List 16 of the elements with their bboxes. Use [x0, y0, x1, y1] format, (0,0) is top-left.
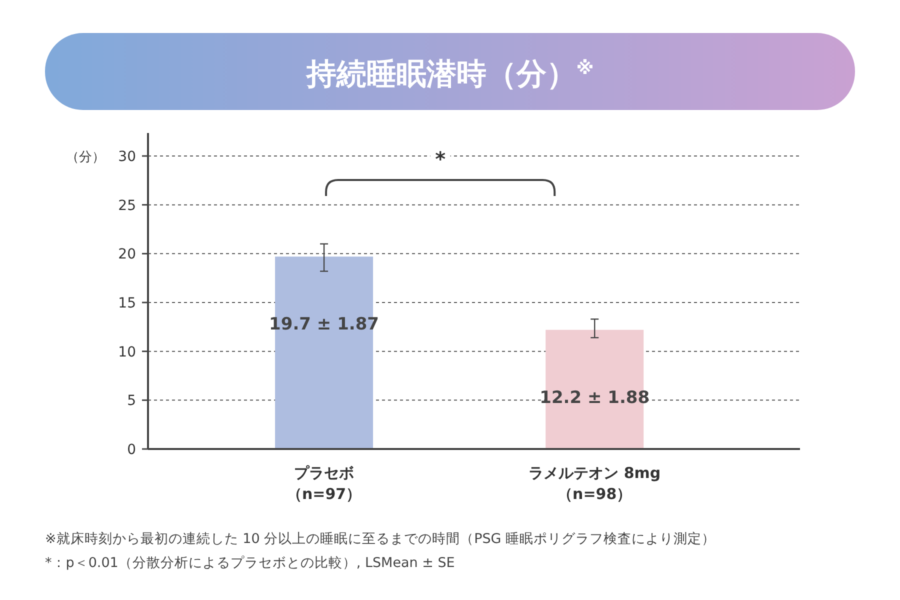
- chart-title: 持続睡眠潜時（分）$^{※}$: [305, 57, 594, 92]
- text: ※就床時刻から最初の連続した 10 分以上の睡眠に至るまでの時間（PSG 睡眠ポリグラフ検査により測定）: [45, 531, 716, 547]
- annotation: *: [435, 147, 446, 171]
- x-tick-label: プラセボ（n=97）: [286, 464, 362, 503]
- y-axis-title: （分）: [66, 150, 105, 165]
- y-tick-label: 30: [118, 149, 136, 165]
- y-tick-label: 5: [127, 393, 136, 410]
- y-tick-label: 15: [118, 296, 136, 312]
- x-tick-label: ラメルテオン 8mg（n=98）: [528, 464, 661, 503]
- y-tick-label: 20: [118, 246, 136, 263]
- y-tick-label: 10: [118, 344, 136, 360]
- y-tick-label: 0: [127, 442, 136, 458]
- text: *：p＜0.01（分散分析によるプラセボとの比較）, LSMean ± SE: [45, 555, 455, 571]
- data-label: 12.2 ± 1.88: [540, 388, 650, 408]
- data-label: 19.7 ± 1.87: [269, 314, 380, 335]
- y-tick-label: 25: [118, 198, 136, 214]
